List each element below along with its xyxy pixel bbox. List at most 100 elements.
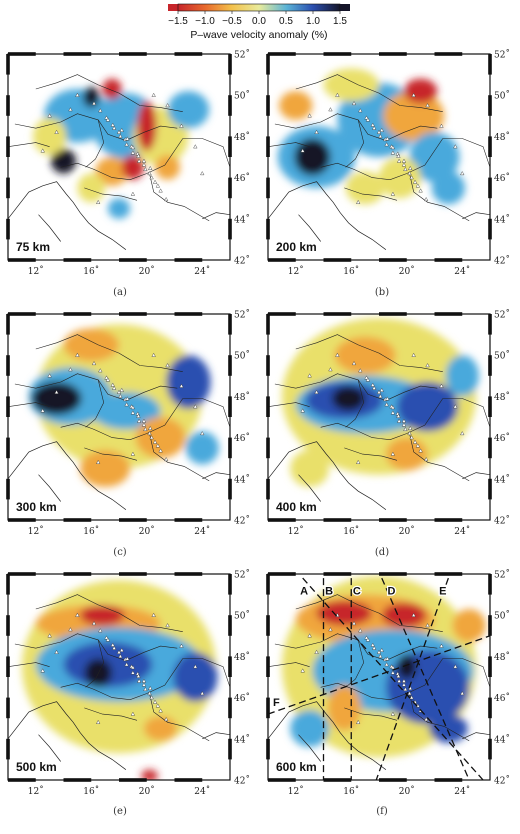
- longitude-label: 16˚: [343, 525, 359, 537]
- latitude-label: 50˚: [234, 90, 250, 102]
- latitude-label: 44˚: [234, 473, 250, 485]
- latitude-label: 44˚: [494, 733, 510, 745]
- station-triangle-icon: [356, 459, 361, 464]
- station-triangle-icon: [384, 402, 389, 407]
- station-triangle-icon: [372, 645, 377, 650]
- country-border: [84, 707, 138, 721]
- station-triangle-icon: [370, 382, 375, 387]
- station-triangle-icon: [379, 127, 384, 132]
- station-triangle-icon: [390, 145, 396, 150]
- station-triangle-icon: [396, 418, 402, 423]
- station-triangle-icon: [116, 129, 122, 134]
- country-border: [8, 662, 50, 667]
- station-triangle-icon: [307, 633, 312, 638]
- station-triangle-icon: [165, 363, 170, 368]
- colorbar-gradient: [177, 3, 341, 12]
- station-triangle-icon: [136, 153, 141, 158]
- map-svg: 52˚ 50˚ 48˚ 46˚ 44˚ 42˚ 12˚ 16˚ 20˚ 24˚ 75 km: [6, 49, 250, 277]
- profile-label-d: D: [388, 586, 396, 598]
- station-triangle-icon: [147, 431, 152, 436]
- station-triangle-icon: [314, 649, 319, 654]
- colorbar-tick-label: 1.5: [333, 16, 347, 27]
- station-triangle-icon: [351, 101, 357, 106]
- country-border: [60, 138, 184, 181]
- latitude-label: 50˚: [234, 350, 250, 362]
- velocity-anomaly-field: [281, 318, 479, 488]
- station-triangle-icon: [314, 129, 319, 134]
- map-svg: A B C D E F 52˚ 50˚ 48˚ 46˚ 44˚ 42˚ 12˚ 16˚ 20˚ 24˚ 600 …: [266, 569, 510, 797]
- colorbar-tick-label: 0.5: [279, 16, 293, 27]
- station-triangle-icon: [130, 410, 136, 415]
- station-triangle-icon: [136, 158, 142, 163]
- station-triangle-icon: [390, 711, 396, 716]
- geographic-lines: [8, 334, 230, 510]
- station-triangle-icon: [328, 107, 333, 112]
- latitude-label: 48˚: [494, 131, 510, 143]
- station-triangle-icon: [130, 405, 136, 410]
- station-triangle-icon: [98, 108, 103, 113]
- station-triangle-icon: [105, 377, 111, 382]
- station-triangle-icon: [68, 107, 73, 112]
- latitude-label: 50˚: [494, 90, 510, 102]
- station-triangle-icon: [125, 396, 130, 401]
- station-triangle-icon: [378, 393, 383, 399]
- anomaly-blob: [32, 117, 67, 155]
- station-triangle-icon: [130, 711, 136, 716]
- station-triangle-icon: [96, 719, 101, 724]
- country-border: [268, 142, 310, 147]
- station-triangle-icon: [179, 123, 184, 128]
- country-border: [85, 379, 105, 428]
- station-triangle-icon: [365, 637, 371, 642]
- anomaly-blob: [452, 609, 486, 642]
- geographic-lines: [268, 74, 490, 250]
- station-triangle-icon: [118, 133, 123, 139]
- anomaly-blob: [334, 336, 396, 374]
- station-triangle-icon: [365, 117, 371, 122]
- coastline: [38, 474, 61, 502]
- station-triangle-icon: [147, 171, 152, 176]
- panel-d: 52˚ 50˚ 48˚ 46˚ 44˚ 42˚ 12˚ 16˚ 20˚ 24˚ 400 km: [260, 304, 520, 574]
- coastline: [268, 701, 387, 770]
- latitude-label: 52˚: [234, 309, 250, 321]
- coastline: [202, 212, 230, 220]
- station-triangle-icon: [411, 612, 416, 617]
- country-border: [274, 373, 438, 401]
- station-triangle-icon: [401, 682, 407, 687]
- anomaly-blob: [397, 654, 417, 680]
- country-border: [84, 447, 138, 461]
- latitude-label: 48˚: [234, 131, 250, 143]
- longitude-label: 24˚: [454, 525, 470, 537]
- station-triangle-icon: [119, 647, 124, 652]
- map-frame-ticks: [6, 312, 232, 522]
- map-svg: 52˚ 50˚ 48˚ 46˚ 44˚ 42˚ 12˚ 16˚ 20˚ 24˚ 400 km: [266, 309, 510, 537]
- station-triangle-icon: [385, 136, 390, 141]
- station-triangle-icon: [370, 122, 375, 127]
- country-border: [320, 398, 444, 441]
- station-triangle-icon: [54, 129, 59, 134]
- station-triangle-icon: [143, 686, 148, 691]
- station-triangle-icon: [390, 665, 396, 670]
- longitude-label: 20˚: [399, 265, 415, 277]
- map-svg: 52˚ 50˚ 48˚ 46˚ 44˚ 42˚ 12˚ 16˚ 20˚ 24˚ 200 km: [266, 49, 510, 277]
- station-triangle-icon: [91, 101, 97, 106]
- depth-label: 300 km: [16, 500, 57, 514]
- station-triangle-icon: [390, 670, 396, 675]
- station-triangle-icon: [351, 621, 357, 626]
- station-triangle-icon: [425, 103, 430, 108]
- station-triangle-icon: [130, 665, 136, 670]
- station-triangle-icon: [379, 647, 384, 652]
- station-triangle-icon: [151, 612, 156, 617]
- station-triangle-icon: [91, 361, 97, 366]
- station-triangle-icon: [75, 92, 80, 97]
- country-border: [8, 402, 50, 407]
- station-triangle-icon: [356, 719, 361, 724]
- country-border: [149, 173, 210, 222]
- country-border: [85, 639, 105, 688]
- station-triangle-icon: [141, 162, 147, 167]
- station-triangle-icon: [54, 649, 59, 654]
- station-triangle-icon: [411, 92, 416, 97]
- station-triangle-icon: [372, 125, 377, 130]
- anomaly-blob: [185, 431, 219, 465]
- coastline: [202, 732, 230, 740]
- station-triangle-icon: [439, 643, 444, 648]
